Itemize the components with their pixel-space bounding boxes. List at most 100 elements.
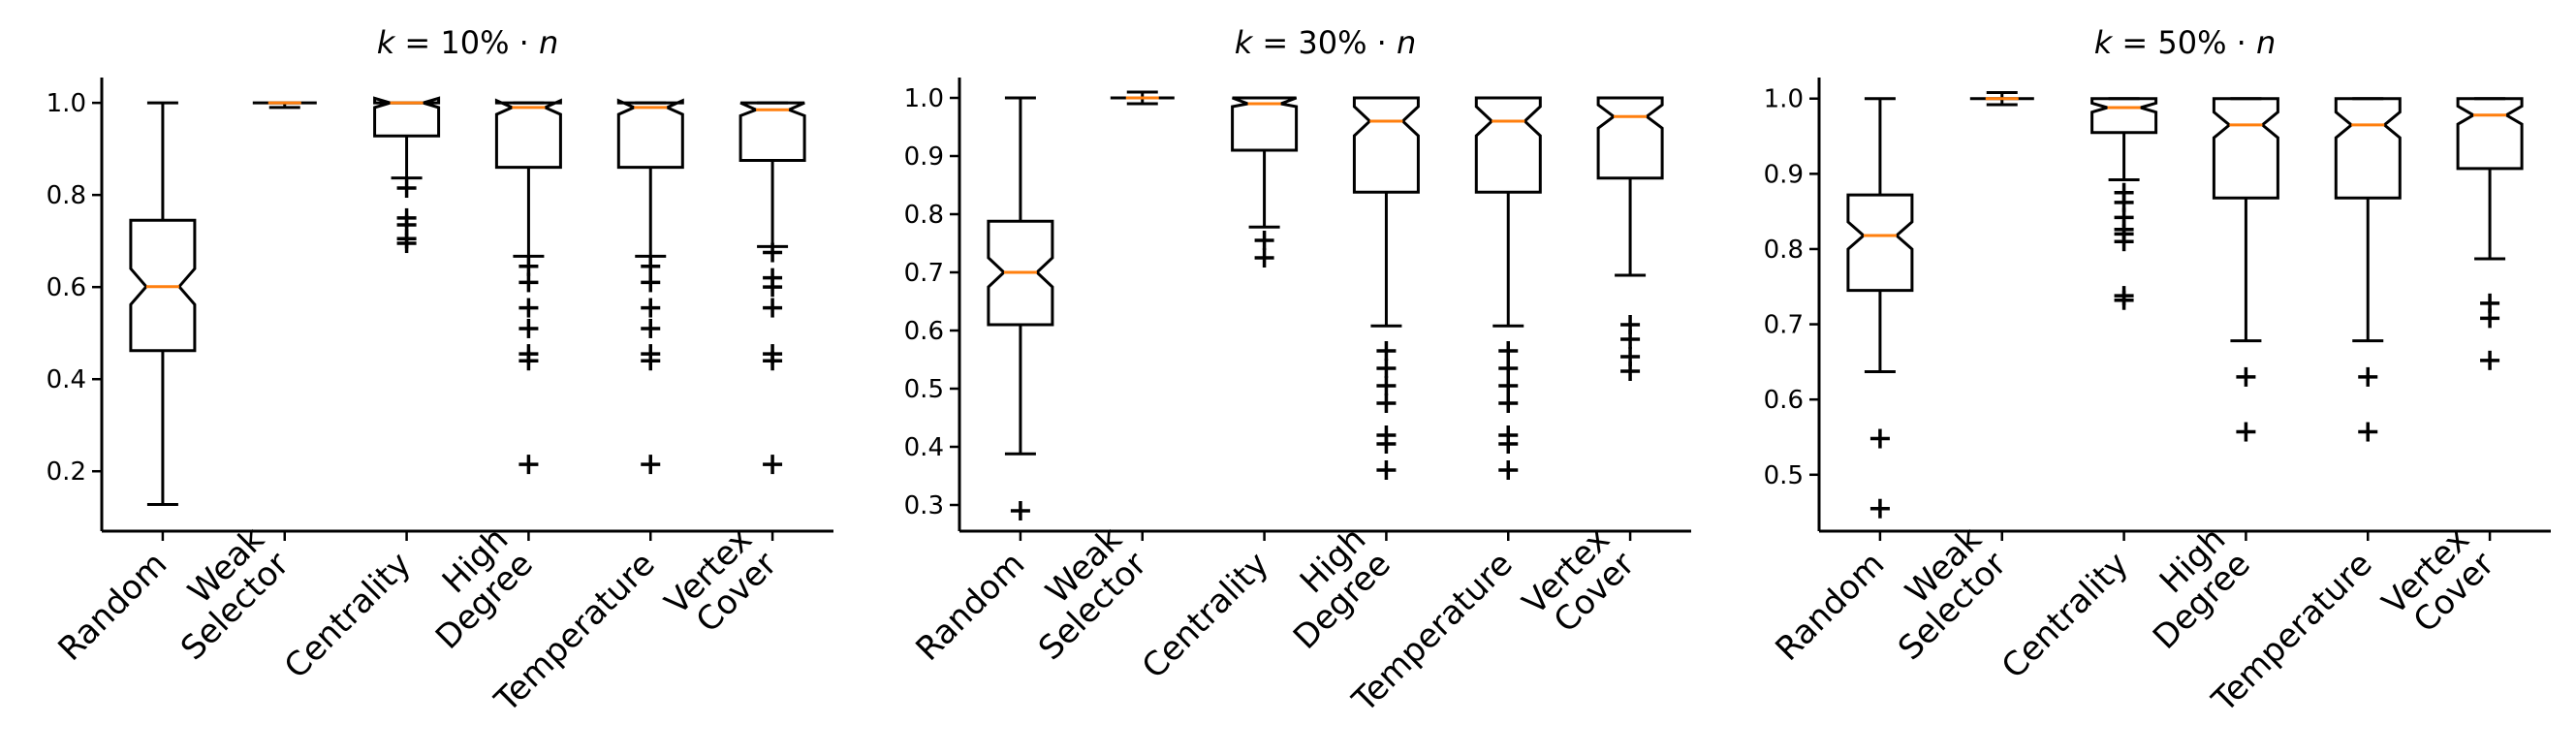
flier	[1498, 341, 1519, 361]
box-body	[738, 101, 806, 162]
panel-3: k = 50% · n 0.5 0.6 0.7 0.8 0.9 1.0 Random WeakS…	[1764, 24, 2551, 720]
category-label: WeakSelector	[149, 520, 298, 668]
flier	[763, 277, 783, 298]
box-1	[1846, 97, 1914, 519]
flier	[396, 234, 417, 254]
flier	[2236, 422, 2256, 442]
box-1	[129, 101, 197, 506]
flier	[1498, 376, 1519, 395]
box-body	[1474, 96, 1542, 194]
box-5	[2334, 97, 2402, 442]
flier	[1498, 359, 1519, 378]
y-tick-label: 0.5	[904, 375, 944, 404]
flier	[1376, 359, 1397, 378]
category-label: HighDegree	[1262, 520, 1398, 657]
flier	[641, 351, 661, 371]
box-3	[1231, 96, 1299, 268]
flier	[1498, 394, 1519, 413]
category-label: VertexCover	[657, 520, 784, 647]
category-label: HighDegree	[2121, 520, 2258, 657]
box-body	[1596, 96, 1664, 180]
flier	[763, 298, 783, 318]
category-label: VertexCover	[2374, 520, 2501, 647]
flier	[1869, 428, 1890, 449]
flier	[2480, 308, 2500, 329]
box-body	[1231, 96, 1299, 152]
flier	[641, 318, 661, 338]
flier	[1620, 330, 1641, 349]
box-6	[2456, 97, 2524, 370]
flier	[1498, 460, 1519, 480]
panel-1: k = 10% · n 0.2 0.4 0.6 0.8 1.0 Random WeakSele…	[47, 24, 833, 720]
y-tick-label: 1.0	[47, 89, 86, 118]
category-label: Random	[908, 545, 1032, 669]
box-3	[373, 96, 441, 254]
category-label: WeakSelector	[1007, 520, 1155, 668]
y-tick-label: 0.5	[1764, 461, 1804, 490]
box-body	[2456, 97, 2524, 171]
box-1	[987, 96, 1054, 520]
flier	[1869, 498, 1890, 519]
flier	[1376, 376, 1397, 395]
flier	[1010, 501, 1030, 520]
flier	[763, 242, 783, 263]
box-body	[373, 96, 441, 138]
flier	[2114, 290, 2134, 310]
category-label: VertexCover	[1515, 520, 1642, 647]
box-body	[2334, 97, 2402, 200]
flier	[2480, 350, 2500, 370]
flier	[1498, 434, 1519, 454]
box-body	[129, 218, 197, 353]
flier	[641, 272, 661, 293]
box-body	[1352, 96, 1420, 194]
box-body	[987, 219, 1054, 327]
flier	[641, 455, 661, 475]
flier	[641, 298, 661, 318]
box-body	[2090, 97, 2158, 135]
y-tick-label: 0.8	[47, 181, 86, 210]
y-tick-label: 0.8	[1764, 236, 1804, 265]
y-tick-label: 0.7	[1764, 311, 1804, 340]
box-5	[1474, 96, 1542, 480]
box-6	[738, 101, 806, 475]
flier	[396, 178, 417, 199]
box-4	[2212, 97, 2279, 442]
flier	[518, 272, 539, 293]
box-body	[1846, 193, 1914, 293]
box-2	[1969, 91, 2034, 107]
flier	[518, 298, 539, 318]
flier	[1376, 434, 1397, 454]
category-label: Centrality	[1135, 545, 1276, 686]
y-tick-label: 0.4	[904, 433, 944, 462]
box-2	[252, 101, 317, 110]
flier	[1376, 394, 1397, 413]
y-tick-label: 0.9	[904, 142, 944, 172]
y-tick-label: 1.0	[904, 84, 944, 113]
y-tick-label: 1.0	[1764, 85, 1804, 114]
category-label: Random	[50, 545, 174, 669]
box-body	[2212, 97, 2279, 200]
flier	[518, 351, 539, 371]
y-tick-label: 0.4	[47, 365, 86, 394]
flier	[2358, 422, 2378, 442]
panel-title: k = 50% · n	[2094, 24, 2277, 61]
flier	[2358, 366, 2378, 387]
y-tick-label: 0.6	[47, 273, 86, 302]
category-label: Random	[1768, 545, 1892, 669]
flier	[1254, 231, 1274, 250]
box-6	[1596, 96, 1664, 381]
y-tick-label: 0.8	[904, 201, 944, 230]
category-label: Centrality	[277, 545, 419, 686]
y-tick-label: 0.6	[1764, 386, 1804, 415]
panel-title: k = 30% · n	[1235, 24, 1417, 61]
box-4	[1352, 96, 1420, 480]
flier	[518, 318, 539, 338]
y-tick-label: 0.7	[904, 259, 944, 288]
flier	[1254, 248, 1274, 268]
flier	[763, 351, 783, 371]
box-body	[616, 98, 684, 170]
flier	[1376, 341, 1397, 361]
box-body	[494, 98, 562, 170]
box-3	[2090, 97, 2158, 310]
